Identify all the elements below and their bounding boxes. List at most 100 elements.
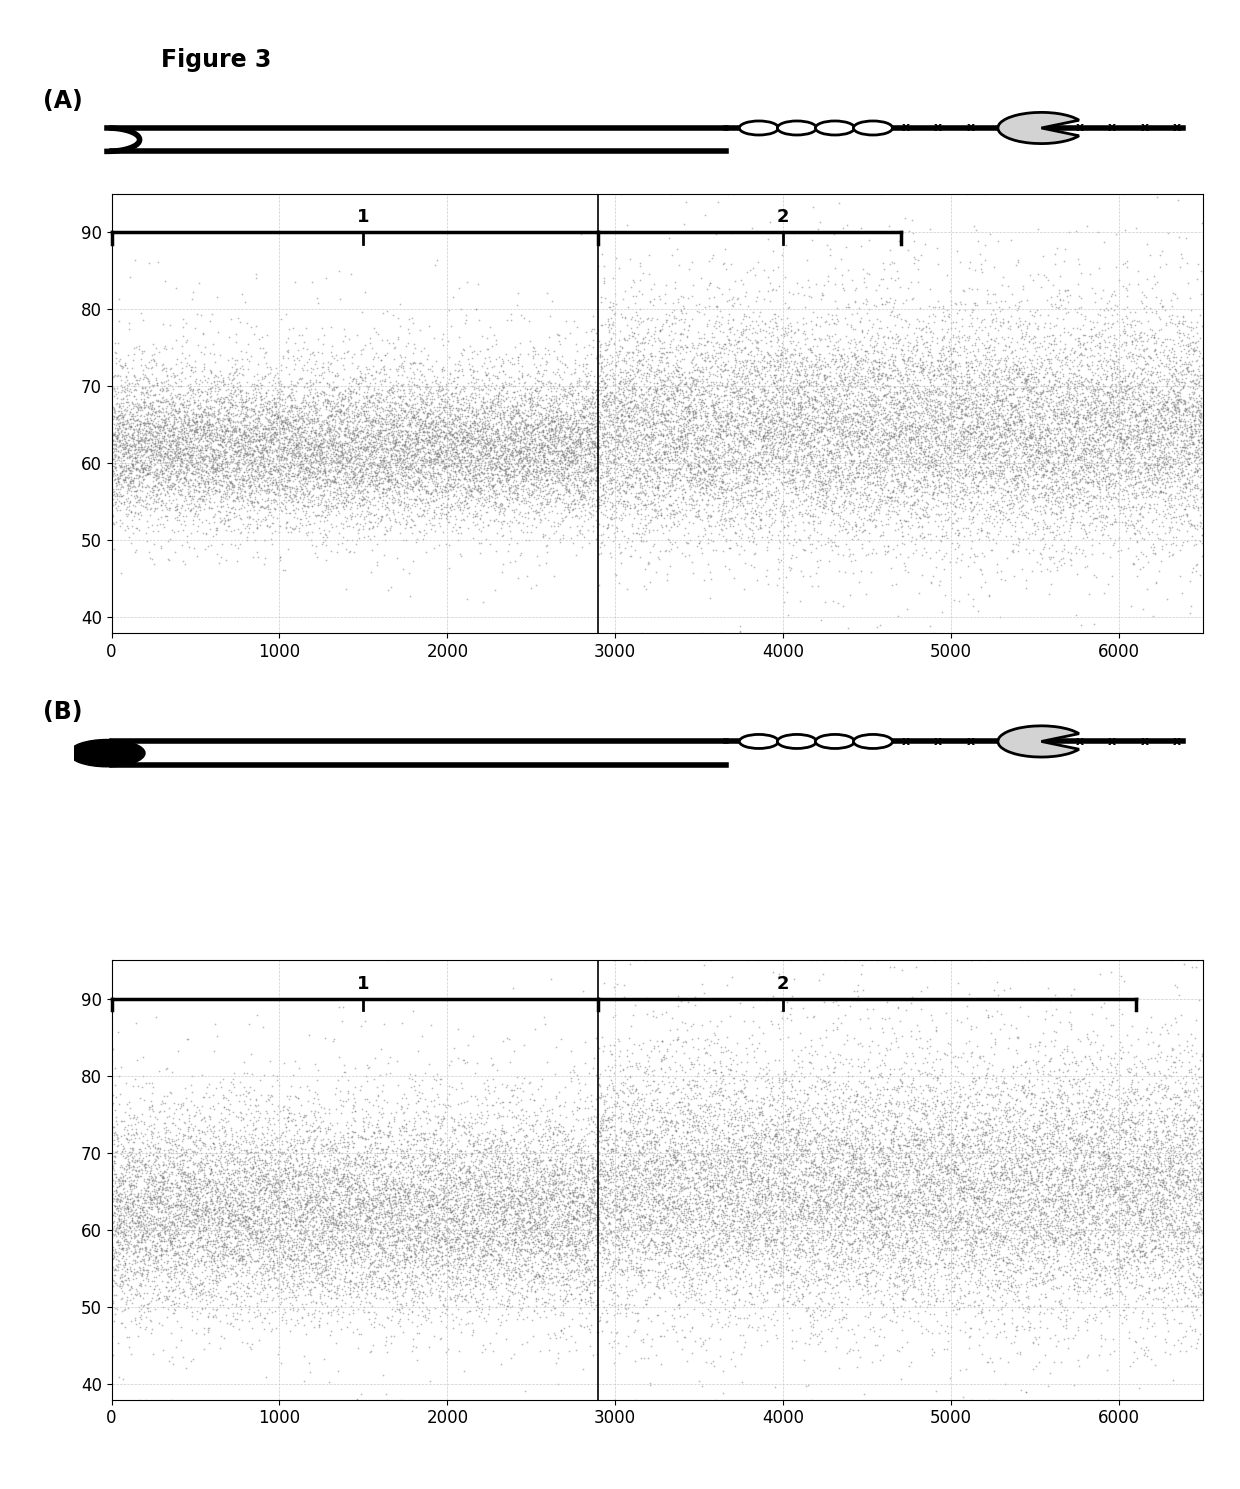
Point [234, 453, 254, 476]
Point [615, 481, 635, 505]
Point [662, 497, 682, 521]
Point [637, 401, 657, 424]
Point [515, 1130, 534, 1154]
Point [286, 371, 306, 395]
Point [598, 456, 618, 479]
Point [211, 1075, 231, 1099]
Point [992, 1163, 1012, 1187]
Point [280, 479, 300, 503]
Point [544, 439, 564, 463]
Point [903, 1045, 923, 1069]
Point [512, 468, 532, 491]
Point [500, 424, 520, 448]
Point [367, 476, 387, 500]
Point [743, 451, 763, 475]
Point [317, 392, 337, 415]
Point [554, 497, 574, 521]
Point [569, 444, 589, 468]
Point [680, 1212, 699, 1236]
Point [1028, 1224, 1048, 1248]
Point [533, 420, 553, 444]
Point [714, 442, 734, 466]
Point [270, 1351, 290, 1374]
Point [294, 375, 314, 399]
Point [232, 1249, 252, 1273]
Point [784, 1141, 804, 1164]
Point [1084, 1306, 1104, 1330]
Point [692, 359, 712, 383]
Point [361, 1252, 381, 1276]
Point [432, 1197, 451, 1221]
Point [760, 1117, 780, 1141]
Point [506, 435, 526, 459]
Point [712, 1069, 732, 1093]
Point [681, 1014, 701, 1038]
Point [258, 399, 278, 423]
Point [165, 450, 185, 474]
Point [1127, 564, 1147, 588]
Point [529, 1196, 549, 1219]
Point [822, 1175, 842, 1199]
Point [1017, 424, 1037, 448]
Point [784, 402, 804, 426]
Point [1152, 1190, 1172, 1214]
Point [826, 406, 846, 430]
Point [434, 1187, 454, 1211]
Point [394, 453, 414, 476]
Point [1050, 329, 1070, 353]
Point [558, 494, 578, 518]
Point [568, 399, 588, 423]
Point [405, 436, 425, 460]
Point [429, 374, 449, 398]
Point [892, 1138, 911, 1161]
Point [676, 1127, 696, 1151]
Point [551, 1234, 570, 1258]
Point [407, 1132, 427, 1155]
Point [405, 1181, 425, 1205]
Point [184, 429, 203, 453]
Point [122, 1148, 141, 1172]
Point [1156, 1217, 1176, 1240]
Point [743, 432, 763, 456]
Point [1125, 1212, 1145, 1236]
Point [621, 1242, 641, 1266]
Point [932, 1057, 952, 1081]
Point [746, 1077, 766, 1100]
Point [224, 1203, 244, 1227]
Point [361, 1214, 381, 1237]
Point [563, 390, 583, 414]
Point [696, 387, 715, 411]
Point [458, 424, 477, 448]
Point [985, 441, 1004, 465]
Point [928, 1193, 947, 1217]
Point [1126, 1239, 1146, 1263]
Point [1135, 453, 1154, 476]
Point [489, 1209, 508, 1233]
Point [186, 1100, 206, 1124]
Point [1053, 387, 1073, 411]
Point [315, 1187, 335, 1211]
Point [341, 444, 361, 468]
Point [880, 1062, 900, 1085]
Point [205, 502, 224, 526]
Point [379, 476, 399, 500]
Point [708, 479, 728, 503]
Point [1044, 1172, 1064, 1196]
Point [618, 405, 637, 429]
Point [134, 409, 154, 433]
Point [226, 404, 246, 427]
Point [497, 429, 517, 453]
Point [828, 383, 848, 406]
Point [464, 1282, 484, 1306]
Point [144, 432, 164, 456]
Point [900, 502, 920, 526]
Point [386, 1188, 405, 1212]
Point [906, 447, 926, 471]
Point [874, 427, 894, 451]
Point [409, 383, 429, 406]
Point [1116, 1240, 1136, 1264]
Point [913, 430, 932, 454]
Point [626, 337, 646, 360]
Point [548, 1242, 568, 1266]
Point [146, 420, 166, 444]
